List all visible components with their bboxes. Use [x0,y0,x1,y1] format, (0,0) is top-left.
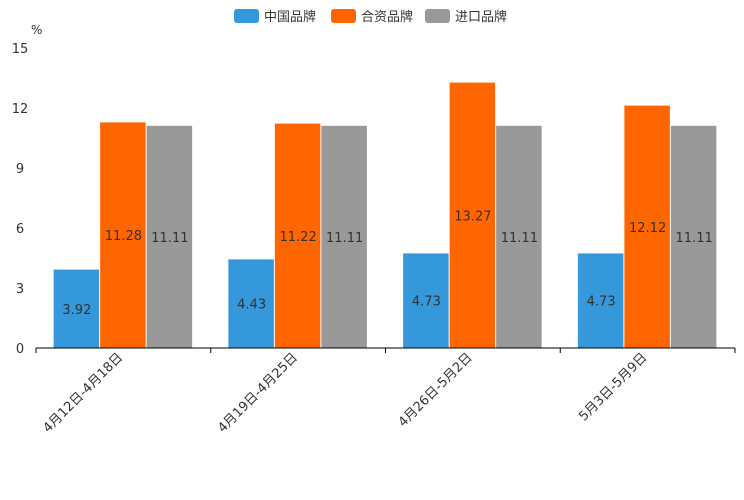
x-tick-label-0: 4月12日-4月18日 [40,350,126,436]
bar-series2-cat1 [321,125,367,348]
bar-series1-cat1 [274,123,321,348]
y-tick-label-2: 6 [16,222,24,237]
legend-swatch-1 [331,9,356,23]
y-tick-label-0: 0 [16,342,24,357]
data-label-series1-cat1: 11.22 [280,230,317,245]
bar-series2-cat0 [146,125,193,348]
x-tick-label-3: 5月3日-5月9日 [576,350,650,424]
data-label-series1-cat3: 12.12 [629,221,666,236]
x-tick-label-2: 4月26日-5月2日 [396,350,476,430]
data-label-series1-cat0: 11.28 [105,229,142,244]
legend-label-1: 合资品牌 [361,9,413,25]
data-label-series2-cat0: 11.11 [151,231,188,246]
legend-swatch-0 [234,9,259,23]
data-label-series1-cat2: 13.27 [454,209,491,224]
data-label-series2-cat1: 11.11 [326,231,363,246]
y-tick-label-5: 15 [12,42,29,57]
data-label-series0-cat1: 4.43 [237,298,266,313]
data-label-series0-cat2: 4.73 [412,295,441,310]
data-label-series2-cat3: 11.11 [676,231,713,246]
data-label-series0-cat3: 4.73 [587,295,616,310]
x-tick-label-1: 4月19日-4月25日 [215,350,301,436]
bar-series0-cat3 [577,253,624,348]
y-tick-label-3: 9 [16,162,24,177]
legend-label-2: 进口品牌 [455,9,507,25]
legend-swatch-2 [425,9,450,23]
bar-series2-cat2 [496,125,542,348]
bar-series2-cat3 [670,125,717,348]
bar-series1-cat3 [624,105,670,348]
legend-label-0: 中国品牌 [264,9,316,25]
y-tick-label-1: 3 [16,282,24,297]
bar-series1-cat2 [449,82,496,348]
bar-series0-cat2 [403,253,449,348]
data-label-series0-cat0: 3.92 [62,303,91,318]
bar-series0-cat1 [228,259,274,348]
y-tick-label-4: 12 [12,102,29,117]
y-axis-unit-label: % [31,23,42,37]
bar-series1-cat0 [100,122,146,349]
bar-series0-cat0 [53,269,100,348]
data-label-series2-cat2: 11.11 [501,231,538,246]
